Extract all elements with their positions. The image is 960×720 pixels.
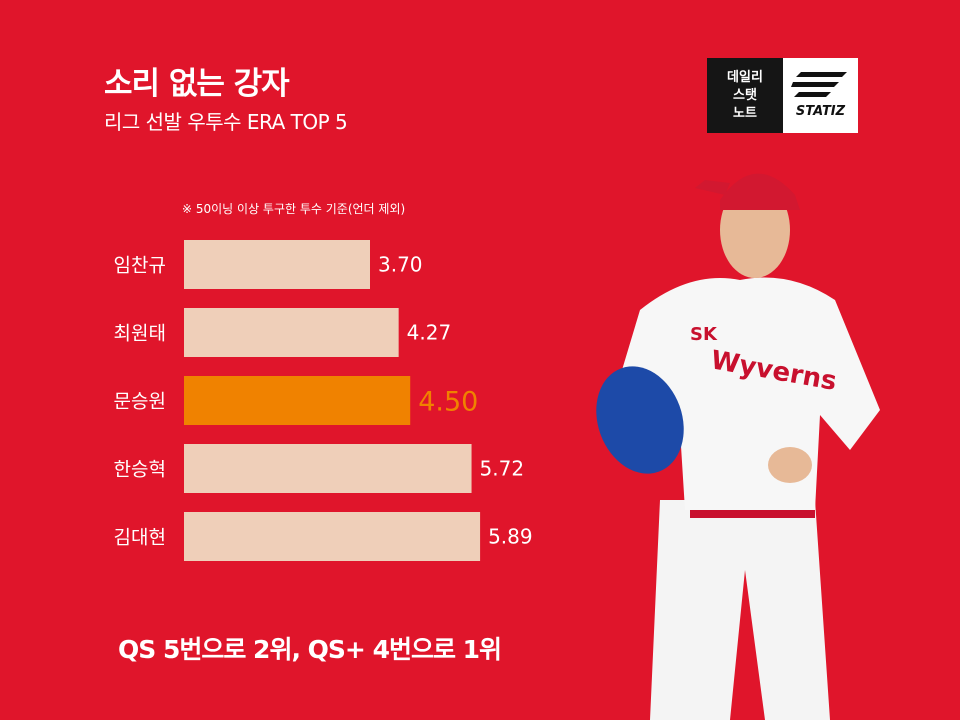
logo-line-2: 스탯 xyxy=(733,87,757,103)
value-label: 5.72 xyxy=(480,457,525,481)
page-subtitle: 리그 선발 우투수 ERA TOP 5 xyxy=(104,110,348,134)
logo-text-block: 데일리 스탯 노트 xyxy=(707,58,783,133)
statiz-mark-icon xyxy=(791,72,847,97)
logo-line-3: 노트 xyxy=(733,105,757,121)
bar xyxy=(184,376,411,425)
value-label: 5.89 xyxy=(488,525,533,549)
statiz-logo: STATIZ xyxy=(783,58,858,133)
bar xyxy=(184,444,472,493)
logo-line-1: 데일리 xyxy=(727,69,763,85)
category-label: 김대현 xyxy=(114,527,166,549)
daily-stat-note-logo: 데일리 스탯 노트 STATIZ xyxy=(707,58,858,133)
footer-caption: QS 5번으로 2위, QS+ 4번으로 1위 xyxy=(118,635,502,664)
bar xyxy=(184,512,481,561)
criteria-note: ※ 50이닝 이상 투구한 투수 기준(언더 제외) xyxy=(182,202,406,216)
svg-text:SK: SK xyxy=(690,324,718,345)
value-label: 4.27 xyxy=(407,321,452,345)
category-label: 임찬규 xyxy=(114,255,166,277)
category-label: 한승혁 xyxy=(114,459,166,481)
value-label: 4.50 xyxy=(418,387,478,418)
category-label: 문승원 xyxy=(114,391,166,413)
value-label: 3.70 xyxy=(378,253,423,277)
bar xyxy=(184,240,370,289)
pitcher-photo: Wyverns SK xyxy=(596,173,880,720)
category-label: 최원태 xyxy=(114,323,166,345)
statiz-brand: STATIZ xyxy=(795,104,846,119)
bar xyxy=(184,308,399,357)
page-title: 소리 없는 강자 xyxy=(104,66,290,102)
